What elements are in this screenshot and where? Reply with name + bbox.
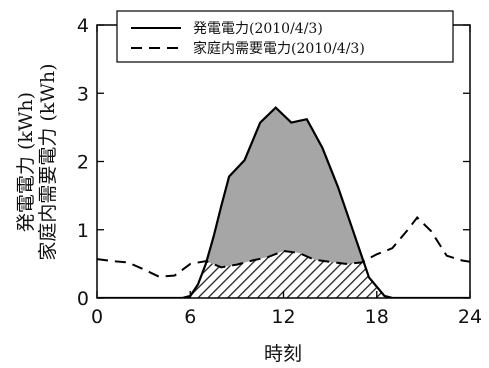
y-axis-title-line-2: 家庭内需要電力 (kWh) — [37, 63, 59, 260]
generation-area-fill — [97, 107, 470, 298]
y-tick-label: 3 — [77, 83, 89, 105]
legend-label-demand: 家庭内需要電力(2010/4/3) — [193, 40, 365, 57]
y-axis-ticks: 0 1 2 3 4 — [77, 15, 470, 310]
y-tick-label: 1 — [77, 220, 89, 242]
legend: 発電電力(2010/4/3) 家庭内需要電力(2010/4/3) — [116, 10, 454, 63]
generation-line — [97, 106, 470, 298]
x-tick-label: 0 — [91, 306, 103, 328]
legend-label-generation: 発電電力(2010/4/3) — [193, 21, 323, 37]
self-consumption-hatched-area — [97, 250, 470, 298]
y-tick-label: 0 — [77, 288, 89, 310]
y-tick-label: 2 — [77, 152, 89, 174]
legend-box — [116, 10, 454, 63]
y-tick-label: 4 — [77, 15, 89, 37]
x-tick-label: 6 — [184, 306, 196, 328]
demand-line — [97, 215, 470, 278]
x-tick-label: 12 — [271, 306, 295, 328]
x-tick-label: 24 — [458, 306, 482, 328]
y-axis-title-line-1: 発電電力 (kWh) — [15, 92, 37, 232]
x-tick-label: 18 — [365, 306, 389, 328]
x-axis-title: 時刻 — [264, 343, 302, 365]
